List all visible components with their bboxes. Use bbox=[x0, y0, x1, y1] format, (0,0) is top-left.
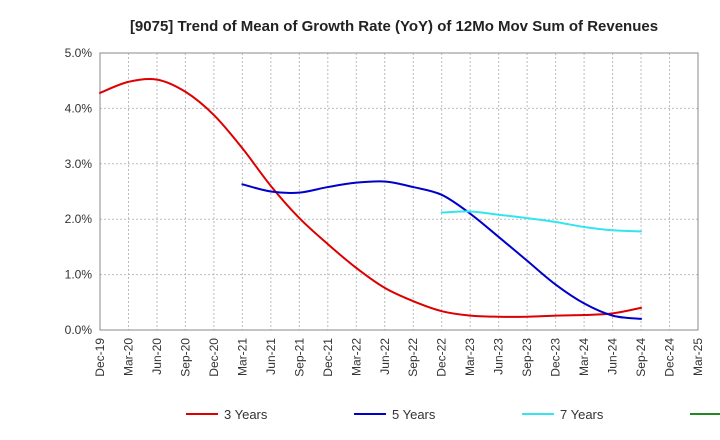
x-tick-label: Dec-24 bbox=[663, 338, 677, 377]
chart-title: [9075] Trend of Mean of Growth Rate (YoY… bbox=[130, 18, 658, 35]
x-tick-label: Sep-22 bbox=[406, 338, 420, 377]
y-tick-label: 5.0% bbox=[65, 46, 93, 60]
x-tick-label: Jun-23 bbox=[492, 338, 506, 375]
x-tick-label: Jun-20 bbox=[150, 338, 164, 375]
plot-border bbox=[99, 52, 699, 331]
legend-label: 5 Years bbox=[392, 407, 436, 422]
series-line-7-years bbox=[440, 210, 643, 233]
y-axis-ticks: 0.0% 1.0% 2.0% 3.0% 4.0% 5.0% bbox=[65, 46, 93, 337]
x-tick-label: Sep-23 bbox=[520, 338, 534, 377]
series-line-5-years bbox=[241, 180, 643, 320]
x-tick-label: Mar-20 bbox=[121, 338, 135, 376]
x-tick-label: Mar-21 bbox=[235, 338, 249, 376]
y-tick-label: 3.0% bbox=[65, 157, 93, 171]
series-lines bbox=[99, 77, 643, 320]
y-tick-label: 4.0% bbox=[65, 101, 93, 115]
y-tick-label: 2.0% bbox=[65, 212, 93, 226]
x-axis-ticks: Dec-19 Mar-20 Jun-20 Sep-20 Dec-20 Mar-21 Jun-… bbox=[93, 338, 705, 377]
x-tick-label: Dec-19 bbox=[93, 338, 107, 377]
x-tick-label: Mar-22 bbox=[349, 338, 363, 376]
x-tick-label: Dec-22 bbox=[435, 338, 449, 377]
x-tick-label: Dec-21 bbox=[321, 338, 335, 377]
y-tick-label: 1.0% bbox=[65, 268, 93, 282]
x-tick-label: Mar-23 bbox=[463, 338, 477, 376]
x-tick-label: Jun-22 bbox=[378, 338, 392, 375]
series-line-3-years bbox=[99, 77, 643, 318]
x-tick-label: Sep-21 bbox=[292, 338, 306, 377]
x-tick-label: Sep-20 bbox=[178, 338, 192, 377]
y-tick-label: 0.0% bbox=[65, 323, 93, 337]
x-tick-label: Mar-24 bbox=[577, 338, 591, 376]
x-tick-label: Jun-21 bbox=[264, 338, 278, 375]
plot-area bbox=[100, 53, 698, 330]
x-tick-label: Jun-24 bbox=[606, 338, 620, 375]
x-tick-label: Mar-25 bbox=[691, 338, 705, 376]
x-tick-label: Dec-23 bbox=[549, 338, 563, 377]
legend-label: 3 Years bbox=[224, 407, 268, 422]
x-tick-label: Sep-24 bbox=[634, 338, 648, 377]
legend-label: 7 Years bbox=[560, 407, 604, 422]
x-tick-label: Dec-20 bbox=[207, 338, 221, 377]
